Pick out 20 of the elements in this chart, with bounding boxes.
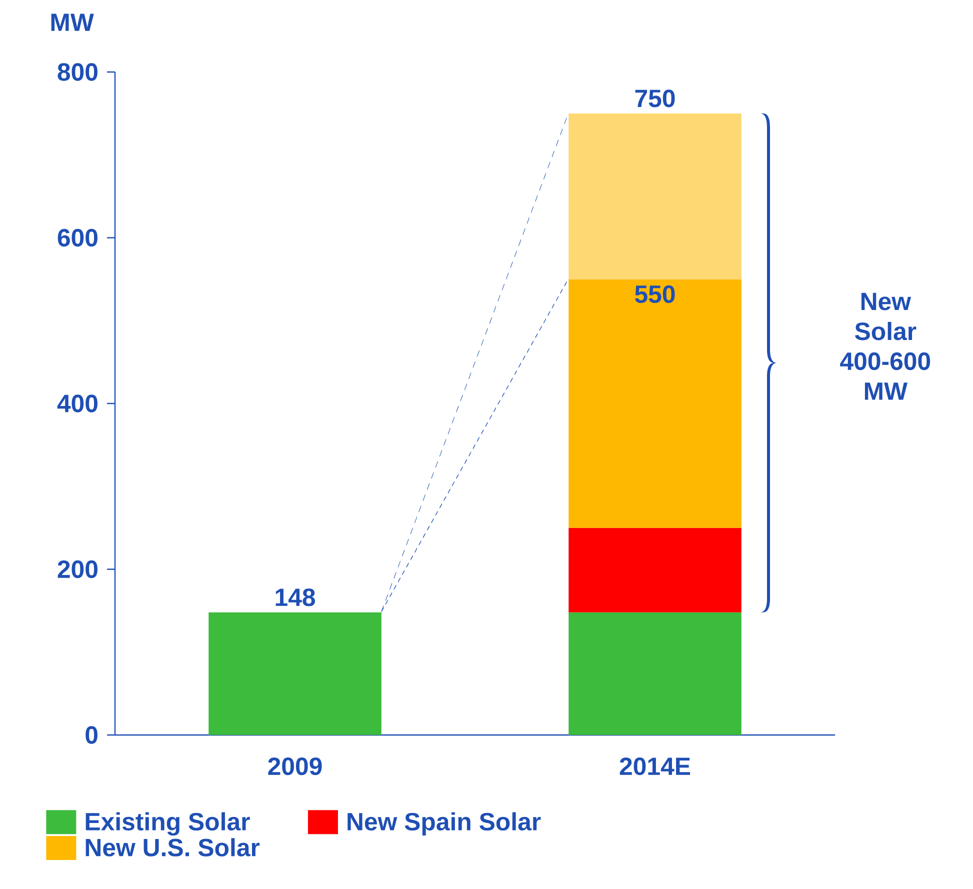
bar — [568, 528, 742, 612]
annotation: 550 — [634, 285, 675, 304]
bar — [568, 113, 742, 280]
annotation: 148 — [276, 588, 315, 606]
x-tick-label: 2014E — [620, 758, 690, 776]
x-tick-label: 2009 — [268, 758, 322, 776]
legend-label: New Spain Solar — [348, 812, 541, 836]
annotation: 750 — [635, 90, 675, 108]
y-tick-label: 0 — [86, 726, 98, 744]
bar — [568, 279, 742, 528]
y-tick-label: 600 — [58, 228, 98, 247]
y-tick-label: 400 — [57, 394, 98, 412]
text: New Solar 400-600 MW — [840, 292, 930, 400]
legend-label: Existing Solar — [86, 812, 250, 836]
bar — [208, 612, 382, 735]
bar — [568, 612, 742, 735]
y-tick-label: 800 — [58, 63, 98, 81]
y-axis-title: MW — [51, 14, 94, 31]
legend-label: New U.S. Solar — [86, 838, 260, 856]
y-tick-label: 200 — [58, 560, 98, 578]
